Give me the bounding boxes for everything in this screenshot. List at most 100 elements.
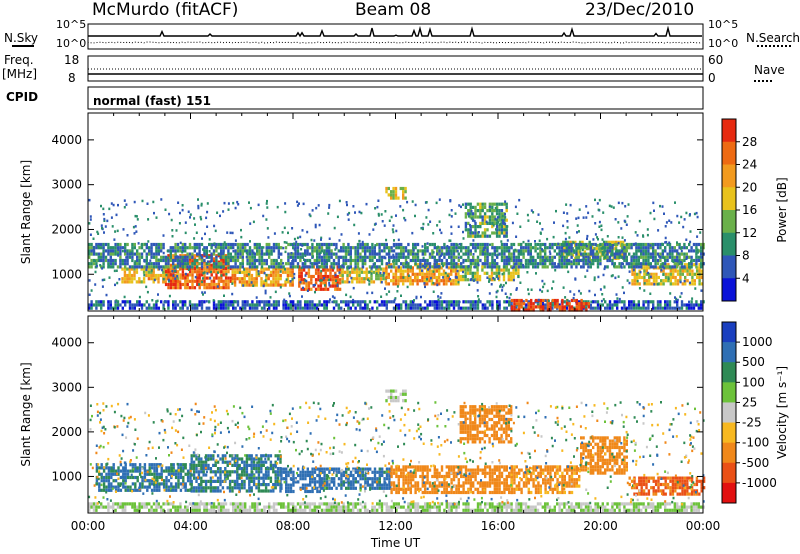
data-cell <box>342 508 345 512</box>
data-cell <box>104 249 108 253</box>
data-cell <box>424 258 427 263</box>
noise-cell <box>200 202 203 206</box>
data-cell <box>510 305 514 309</box>
data-cell <box>376 508 379 512</box>
data-cell <box>224 279 228 283</box>
data-cell <box>390 265 393 269</box>
data-cell <box>610 243 613 248</box>
data-cell <box>568 242 571 247</box>
data-cell <box>436 306 439 310</box>
data-cell <box>551 255 554 259</box>
data-cell <box>234 265 237 269</box>
data-cell <box>379 277 383 281</box>
data-cell <box>596 502 600 506</box>
data-cell <box>671 255 674 259</box>
data-cell <box>674 269 677 273</box>
data-cell <box>648 272 651 276</box>
data-cell <box>234 508 237 512</box>
noise-cell <box>696 248 699 252</box>
data-cell <box>272 283 275 287</box>
noise-cell <box>203 271 206 274</box>
data-cell <box>472 306 475 310</box>
data-cell <box>611 246 614 250</box>
data-cell <box>131 502 134 506</box>
data-cell <box>512 268 515 272</box>
noise-cell <box>412 248 415 252</box>
data-cell <box>224 255 228 259</box>
data-cell <box>460 262 463 266</box>
data-cell <box>479 205 482 209</box>
data-cell <box>562 240 565 244</box>
data-cell <box>397 255 400 259</box>
data-cell <box>372 280 376 284</box>
data-cell <box>272 258 276 263</box>
data-cell <box>196 242 199 247</box>
data-cell <box>176 279 180 283</box>
data-cell <box>338 287 342 291</box>
data-cell <box>565 502 568 506</box>
noise-cell <box>675 297 678 301</box>
data-cell <box>255 280 258 284</box>
data-cell <box>649 262 652 266</box>
noise-cell <box>194 275 197 279</box>
noise-cell <box>538 239 541 242</box>
noise-cell <box>181 251 184 254</box>
data-cell <box>188 260 192 264</box>
data-cell <box>385 505 388 509</box>
data-cell <box>200 242 204 247</box>
data-cell <box>409 282 412 286</box>
data-cell <box>227 258 230 263</box>
data-cell <box>620 306 624 310</box>
data-cell <box>491 231 494 235</box>
data-cell <box>520 242 523 247</box>
noise-cell <box>106 219 109 223</box>
noise-cell <box>113 269 116 273</box>
noise-cell <box>470 231 473 234</box>
nsearch-tick-bottom: 10^0 <box>708 37 739 50</box>
data-cell <box>331 284 335 288</box>
data-cell <box>267 267 270 271</box>
data-cell <box>138 255 141 259</box>
data-cell <box>107 508 110 512</box>
data-cell <box>162 280 165 284</box>
noise-cell <box>255 296 258 299</box>
data-cell <box>302 278 306 282</box>
data-cell <box>551 298 554 303</box>
noise-cell <box>653 209 655 212</box>
data-cell <box>191 303 194 307</box>
noise-cell <box>156 299 159 303</box>
data-cell <box>635 265 638 269</box>
noise-cell <box>700 289 703 292</box>
data-cell <box>484 258 487 263</box>
noise-cell <box>293 276 296 280</box>
data-cell <box>95 508 98 512</box>
data-cell <box>692 303 696 307</box>
data-cell <box>601 502 604 506</box>
data-cell <box>319 281 323 285</box>
data-cell <box>508 249 511 253</box>
noise-cell <box>593 276 596 279</box>
data-cell <box>623 502 626 506</box>
data-cell <box>300 287 303 291</box>
data-cell <box>400 252 403 256</box>
data-cell <box>169 273 173 277</box>
data-cell <box>455 255 458 259</box>
data-cell <box>654 265 657 269</box>
data-cell <box>500 246 504 250</box>
data-cell <box>186 265 189 269</box>
noise-cell <box>679 280 682 284</box>
noise-cell <box>449 249 452 252</box>
data-cell <box>186 276 189 280</box>
data-cell <box>445 246 448 250</box>
data-cell <box>265 283 268 287</box>
data-cell <box>460 249 463 253</box>
data-cell <box>442 282 446 286</box>
data-cell <box>289 508 292 512</box>
data-cell <box>472 242 475 247</box>
noise-cell <box>683 218 686 221</box>
data-cell <box>222 260 225 264</box>
nave-label: Nave <box>754 63 785 77</box>
data-cell <box>337 502 340 506</box>
data-cell <box>294 255 297 259</box>
data-cell <box>455 249 458 253</box>
